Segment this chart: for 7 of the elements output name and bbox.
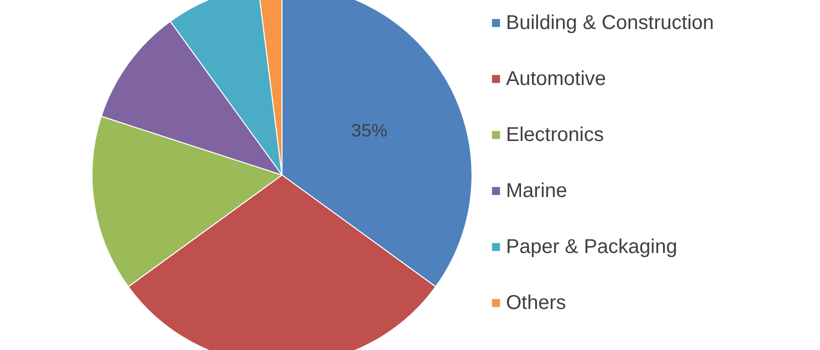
legend-label: Building & Construction [506,12,714,34]
legend-label: Electronics [506,124,604,146]
legend-label: Paper & Packaging [506,236,678,258]
legend-label: Others [506,292,566,314]
legend-label: Automotive [506,68,606,90]
data-label: 35% [351,120,388,141]
legend-label: Marine [506,180,568,202]
